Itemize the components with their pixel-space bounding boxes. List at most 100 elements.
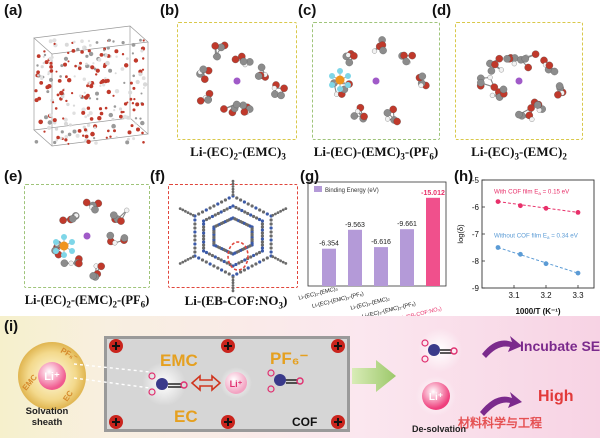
atom (408, 51, 416, 60)
md-atom (122, 114, 128, 120)
md-atom (63, 117, 68, 122)
atom (477, 79, 485, 87)
cof-atom (231, 281, 235, 285)
md-atom (48, 113, 53, 118)
atom (550, 67, 559, 76)
panel-f-label: (f) (150, 168, 165, 185)
cof-atom (231, 193, 235, 196)
md-atom (86, 84, 90, 88)
md-atom (126, 137, 130, 141)
cof-atom (257, 250, 262, 255)
atom (89, 272, 97, 280)
cof-atom (265, 256, 269, 260)
cof-atom (260, 222, 264, 226)
cof-atom (231, 289, 235, 293)
cof-atom (269, 226, 273, 230)
cof-atom (219, 258, 223, 262)
cof-atom (231, 182, 235, 186)
md-atom (97, 58, 102, 62)
md-atom (63, 121, 69, 126)
md-atom (62, 89, 65, 92)
md-atom (131, 102, 135, 105)
cof-atom (186, 258, 190, 261)
data-point (495, 199, 501, 204)
md-atom (111, 117, 115, 122)
md-atom (47, 125, 52, 130)
md-atom (142, 87, 145, 89)
atom (555, 82, 564, 90)
md-atom (36, 70, 40, 74)
fluorine-atom (329, 73, 335, 79)
atom (231, 55, 240, 64)
bar (426, 197, 440, 286)
cof-atom (260, 225, 264, 229)
md-atom (67, 60, 70, 63)
interaction-arrow-icon (190, 374, 222, 392)
md-atom (67, 78, 72, 83)
cof-atom (260, 249, 264, 253)
cof-atom (260, 237, 264, 241)
bar (322, 248, 336, 286)
bar-value-label: -6.354 (319, 241, 339, 248)
cof-atom (216, 256, 220, 261)
atom (257, 63, 266, 72)
atom (211, 42, 219, 50)
cof-atom (222, 208, 226, 213)
md-atom (82, 77, 86, 81)
md-atom (125, 140, 130, 145)
md-atom (43, 50, 46, 53)
md-atom (83, 96, 86, 99)
cof-atom (239, 198, 243, 202)
fluorine-atom (345, 82, 351, 88)
md-atom (67, 142, 70, 145)
atom (239, 101, 247, 110)
bar-value-label: -6.616 (371, 239, 391, 246)
atom (124, 207, 130, 213)
cof-framework (178, 179, 288, 293)
md-atom (94, 141, 98, 145)
md-atom (95, 91, 99, 96)
atom (490, 83, 499, 91)
cof-atom (204, 250, 209, 255)
desolvated-li-label: Li⁺ (429, 392, 443, 403)
panel-a-label: (a) (4, 2, 23, 19)
panel-i-label: (i) (4, 318, 19, 335)
cof-atom (260, 240, 264, 244)
md-atom (127, 130, 132, 135)
cof-atom (284, 262, 288, 265)
md-atom (78, 66, 82, 70)
md-atom (49, 77, 53, 82)
panel-b-frame (177, 22, 297, 140)
md-atom (95, 41, 99, 44)
md-atom (86, 139, 91, 144)
bar-value-label: -9.563 (345, 222, 365, 229)
cof-atom (269, 238, 273, 242)
atom (213, 52, 221, 61)
md-atom (136, 127, 140, 132)
cof-li-label: Li⁺ (230, 379, 243, 389)
cof-atom (193, 246, 197, 250)
cof-atom (220, 200, 224, 204)
atom (112, 240, 118, 246)
panel-g-label: (g) (300, 168, 320, 185)
md-atom (133, 58, 139, 63)
cof-atom (213, 255, 217, 259)
panel-f-formula: Li-(EB-COF:NO3) (184, 293, 288, 311)
cof-atom (202, 234, 206, 238)
atom (199, 65, 208, 74)
cof-atom (220, 268, 224, 272)
md-atom (88, 44, 92, 47)
cof-atom (237, 207, 241, 211)
cof-atom (242, 268, 246, 272)
cof-atom (193, 218, 197, 222)
cof-atom (250, 241, 254, 245)
cof-label: COF (292, 415, 317, 429)
cof-atom (202, 219, 206, 223)
md-atom (140, 92, 143, 95)
md-atom (105, 60, 110, 66)
md-atom (87, 49, 91, 53)
md-atom (83, 128, 88, 132)
cof-atom (255, 252, 259, 256)
atom (277, 91, 285, 100)
md-atom (121, 53, 125, 56)
